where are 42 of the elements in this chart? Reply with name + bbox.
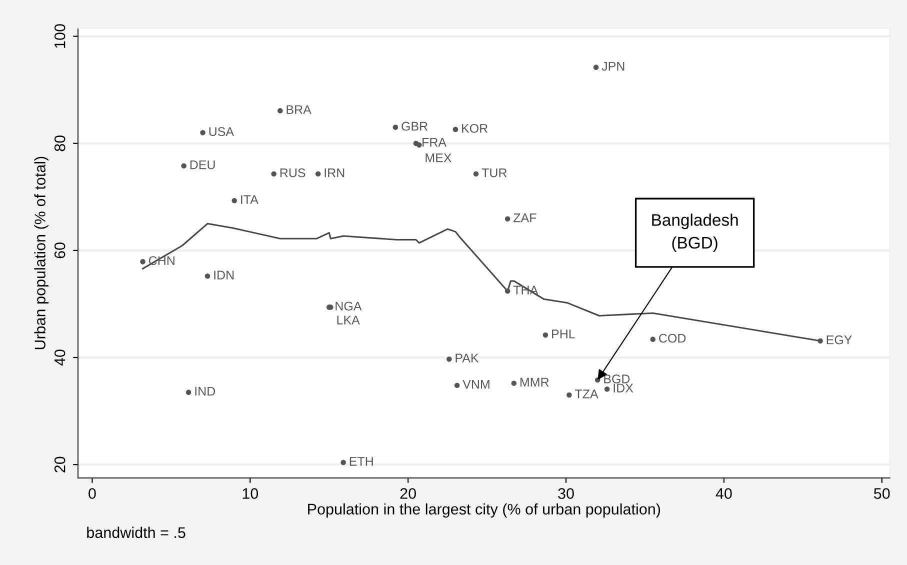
data-label: VNM [462, 380, 490, 389]
x-tick-label: 0 [88, 488, 96, 499]
data-label: COD [659, 334, 686, 343]
data-label: DEU [190, 160, 215, 170]
data-label: BRA [286, 105, 312, 114]
data-label: MEX [426, 153, 452, 162]
data-label: IND [195, 386, 216, 396]
data-label: KOR [462, 124, 488, 133]
data-label: ITA [241, 195, 258, 204]
data-label: ZAF [514, 213, 536, 222]
data-label: ETH [350, 457, 373, 466]
data-label: BGD [604, 374, 630, 384]
data-label: PHL [552, 330, 575, 338]
data-label: TUR [482, 168, 507, 178]
y-axis-title: Urban population (% of total) [34, 156, 48, 350]
data-label: GBR [402, 122, 428, 131]
annotation: Bangladesh (BGD) [652, 214, 738, 252]
y-tick-label: 80 [54, 135, 66, 152]
y-tick-label: 20 [54, 456, 66, 472]
data-label: IRN [324, 168, 344, 178]
y-tick-label: 40 [54, 350, 66, 366]
data-label: RUS [280, 168, 306, 178]
data-label: JPN [602, 62, 624, 71]
data-label: NGA [336, 302, 362, 311]
data-label: PAK [456, 354, 479, 362]
x-tick-label: 40 [716, 488, 732, 499]
data-label: USA [209, 127, 234, 136]
data-label: IDX [614, 384, 634, 392]
x-tick-label: 30 [558, 488, 574, 499]
y-tick-label: 60 [54, 242, 66, 258]
x-tick-label: 50 [874, 488, 890, 499]
data-label: FRA [422, 138, 447, 147]
data-label: IDN [214, 270, 234, 280]
y-tick-label: 100 [54, 24, 66, 48]
data-label: EGY [826, 335, 852, 344]
x-tick-label: 20 [400, 488, 416, 499]
x-tick-label: 10 [242, 488, 258, 499]
data-label: LKA [337, 316, 360, 324]
data-label: MMR [520, 378, 549, 386]
x-axis-title: Population in the largest city (% of urban population) [308, 503, 660, 518]
data-label: TZA [575, 390, 598, 398]
text: bandwidth = .5 [87, 526, 186, 538]
